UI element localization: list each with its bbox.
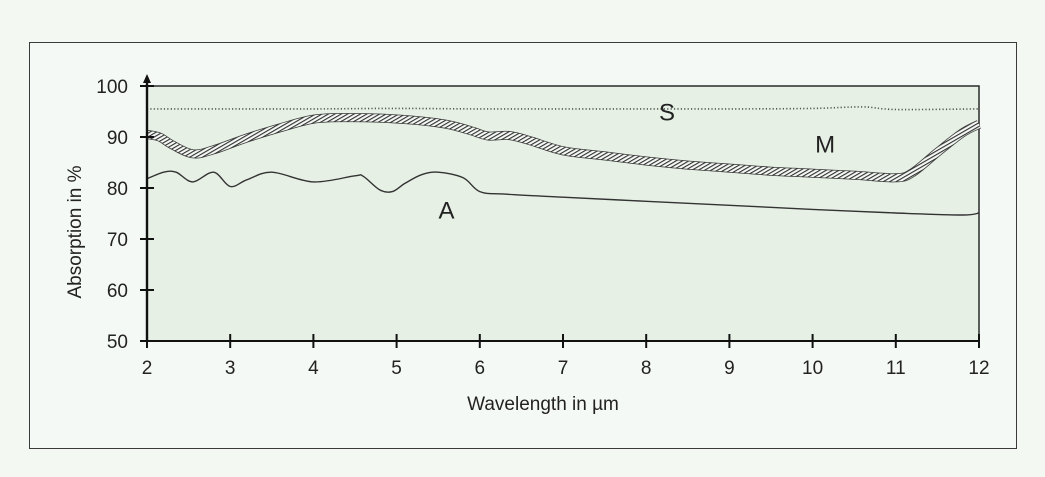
y-tick-label: 100 — [96, 77, 128, 98]
y-axis-arrow-icon — [143, 74, 151, 83]
y-tick-label: 60 — [107, 281, 128, 302]
x-axis-title: Wavelength in µm — [467, 394, 619, 415]
x-tick-label: 11 — [886, 358, 906, 379]
x-tick-label: 2 — [142, 358, 153, 379]
y-tick-label: 90 — [107, 128, 128, 149]
x-tick-label: 9 — [724, 358, 735, 379]
series-label-m: M — [815, 131, 835, 158]
x-tick-label: 5 — [391, 358, 402, 379]
series-label-s: S — [659, 100, 675, 127]
series-label-a: A — [439, 198, 455, 225]
y-axis-title: Absorption in % — [65, 165, 86, 298]
plot-area — [146, 85, 980, 342]
x-tick-label: 3 — [225, 358, 236, 379]
x-tick-label: 10 — [802, 358, 823, 379]
x-tick-label: 12 — [968, 358, 989, 379]
series-a-line — [146, 170, 980, 216]
x-tick-label: 6 — [475, 358, 486, 379]
series-m-line — [146, 113, 981, 182]
x-tick-label: 7 — [558, 358, 569, 379]
y-tick-label: 80 — [107, 179, 128, 200]
y-tick-label: 50 — [107, 332, 128, 353]
x-tick-label: 4 — [308, 358, 319, 379]
y-tick-label: 70 — [107, 230, 128, 251]
x-tick-label: 8 — [641, 358, 652, 379]
